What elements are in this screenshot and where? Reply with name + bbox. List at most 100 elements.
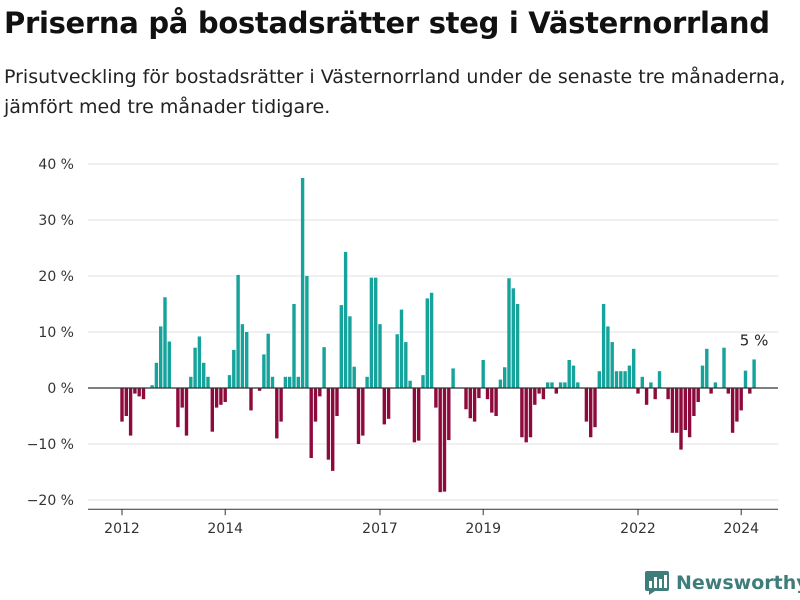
bar xyxy=(339,305,343,388)
bar xyxy=(705,348,709,388)
newsworthy-brand: Newsworthy xyxy=(644,568,800,598)
bar xyxy=(623,371,627,388)
bar xyxy=(150,385,154,388)
bar xyxy=(296,376,300,388)
x-tick-label: 2019 xyxy=(465,521,501,537)
bar xyxy=(748,388,752,394)
bar xyxy=(683,388,687,430)
x-tick-label: 2014 xyxy=(207,521,243,537)
bar xyxy=(361,388,365,436)
bar xyxy=(485,388,490,400)
bar xyxy=(520,388,524,438)
bar xyxy=(700,365,705,388)
y-tick-label: 20 % xyxy=(38,269,74,285)
bar xyxy=(189,376,193,388)
bar xyxy=(378,324,382,388)
y-tick-label: 40 % xyxy=(38,157,74,173)
bar xyxy=(649,382,653,388)
bar xyxy=(614,371,619,388)
bar xyxy=(163,297,167,388)
bar xyxy=(726,388,730,394)
y-tick-label: 30 % xyxy=(38,213,74,229)
bar xyxy=(644,388,649,405)
bar xyxy=(601,304,606,388)
bar xyxy=(696,388,700,402)
bar xyxy=(713,382,718,388)
bar xyxy=(288,376,292,388)
x-tick-label: 2017 xyxy=(362,521,398,537)
bar xyxy=(356,388,361,444)
bar xyxy=(687,388,692,438)
bar xyxy=(442,388,447,492)
bar xyxy=(412,388,417,443)
bar xyxy=(653,388,657,400)
bar xyxy=(425,298,429,388)
x-axis-ticks: 2012 2014 2017 2019 2022 2024 xyxy=(104,509,759,537)
bar xyxy=(477,388,481,399)
bar xyxy=(365,376,369,388)
bar xyxy=(619,371,623,388)
bar xyxy=(326,388,331,460)
bar xyxy=(193,347,197,388)
bar xyxy=(657,371,662,388)
bar xyxy=(438,388,442,493)
bar xyxy=(227,375,232,388)
bar xyxy=(511,288,515,388)
chart-title: Priserna på bostadsrätter steg i Västern… xyxy=(4,6,770,40)
bar xyxy=(610,342,614,388)
bar xyxy=(567,360,571,388)
bar xyxy=(283,376,288,388)
bar xyxy=(292,304,296,388)
bar xyxy=(219,388,223,405)
y-tick-label: −20 % xyxy=(27,493,74,509)
bar xyxy=(309,388,313,458)
bar xyxy=(417,388,421,441)
bar xyxy=(322,347,326,388)
bar xyxy=(447,388,451,441)
bar xyxy=(524,388,528,443)
bar xyxy=(386,388,391,419)
bar xyxy=(593,388,597,428)
bar xyxy=(464,388,468,410)
y-tick-label: −10 % xyxy=(27,437,74,453)
bar xyxy=(730,388,735,433)
bar xyxy=(270,376,275,388)
bar xyxy=(133,388,137,394)
bar xyxy=(515,304,520,388)
bar xyxy=(369,277,374,388)
x-tick-label: 2012 xyxy=(104,521,140,537)
bar xyxy=(214,388,219,408)
bar xyxy=(735,388,739,422)
bar xyxy=(571,365,576,388)
bar xyxy=(606,326,610,388)
bar xyxy=(236,274,240,388)
bar xyxy=(670,388,675,433)
bar xyxy=(722,347,726,388)
bar xyxy=(305,276,309,388)
bar xyxy=(382,388,386,425)
bar xyxy=(739,388,743,411)
bar xyxy=(348,316,352,388)
bar xyxy=(537,388,541,394)
bar xyxy=(709,388,713,394)
bar xyxy=(503,367,507,388)
newsworthy-logo-icon xyxy=(645,571,669,595)
bar xyxy=(206,376,210,388)
bar xyxy=(550,382,554,388)
bar xyxy=(240,324,245,388)
bar xyxy=(494,388,498,416)
bar xyxy=(434,388,438,408)
bar xyxy=(300,178,305,388)
bar xyxy=(429,292,434,388)
bar xyxy=(374,277,378,388)
bar xyxy=(451,368,455,388)
bar xyxy=(541,388,546,400)
bar xyxy=(128,388,133,436)
y-axis-tick-labels: 40 % 30 % 20 % 10 % 0 % −10 % −20 % xyxy=(27,157,74,509)
bar xyxy=(666,388,670,400)
bar xyxy=(743,370,748,388)
bar xyxy=(249,388,253,411)
bar xyxy=(584,388,589,422)
bar xyxy=(176,388,180,428)
